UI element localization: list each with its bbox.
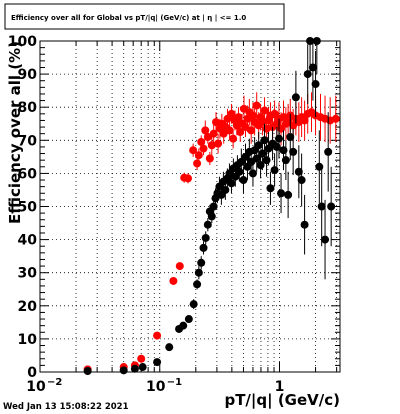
data-point: [297, 176, 306, 185]
data-point: [286, 132, 295, 141]
data-points: [83, 37, 340, 376]
data-point: [294, 167, 303, 176]
data-point: [306, 37, 315, 45]
data-point: [207, 212, 216, 221]
data-point: [184, 315, 193, 324]
data-point: [321, 235, 330, 244]
data-point: [281, 156, 290, 165]
data-point: [189, 300, 198, 309]
data-point: [308, 63, 317, 72]
x-axis-title: pT/|q| (GeV/c): [224, 391, 340, 410]
data-point: [270, 166, 279, 175]
data-point: [214, 139, 223, 148]
data-point: [193, 159, 202, 168]
data-point: [189, 146, 198, 155]
data-point: [199, 243, 208, 252]
data-point: [138, 363, 147, 372]
data-point: [169, 276, 178, 285]
data-point: [247, 126, 256, 135]
data-point: [235, 167, 244, 176]
data-point: [234, 113, 243, 122]
data-point: [284, 190, 293, 199]
data-point: [229, 134, 238, 143]
data-point: [193, 280, 202, 289]
data-point: [260, 106, 269, 115]
x-tick-label: 10: [146, 379, 166, 395]
data-point: [203, 220, 212, 229]
y-tick-label: 90: [18, 67, 38, 83]
data-point: [194, 268, 203, 277]
data-point: [137, 354, 146, 363]
data-point: [225, 126, 234, 135]
chart-title: Efficiency over all for Global vs pT/|q|…: [11, 14, 246, 23]
y-tick-label: 0: [27, 365, 37, 381]
data-point: [205, 154, 214, 163]
data-point: [274, 134, 283, 143]
data-point: [179, 321, 188, 330]
data-point: [277, 189, 286, 198]
data-point: [197, 258, 206, 267]
data-point: [227, 109, 236, 118]
data-point: [327, 202, 336, 211]
x-tick-exponent: −2: [47, 377, 62, 388]
y-tick-label: 10: [18, 332, 38, 348]
data-point: [153, 331, 162, 340]
data-point: [199, 144, 208, 153]
data-point: [83, 367, 92, 376]
data-point: [239, 176, 248, 185]
y-tick-label: 100: [8, 34, 37, 50]
data-point: [201, 126, 210, 135]
y-axis-title: Efficiency over all (%): [6, 41, 24, 224]
data-point: [130, 364, 139, 373]
data-point: [260, 136, 269, 145]
data-point: [291, 93, 300, 102]
data-point: [266, 184, 275, 193]
data-point: [312, 37, 321, 45]
y-tick-label: 70: [18, 133, 38, 149]
data-point: [221, 185, 230, 194]
x-tick-label: 10: [26, 379, 46, 395]
data-point: [311, 80, 320, 89]
data-point: [209, 202, 218, 211]
y-tick-label: 20: [18, 299, 38, 315]
data-point: [252, 101, 261, 110]
data-point: [317, 202, 326, 211]
data-point: [324, 147, 333, 156]
x-tick-exponent: −1: [167, 377, 182, 388]
x-tick-label: 1: [275, 379, 285, 395]
data-point: [254, 141, 263, 150]
data-point: [248, 169, 257, 178]
series-1: [83, 37, 336, 376]
data-point: [262, 156, 271, 165]
data-point: [201, 233, 210, 242]
timestamp: Wed Jan 13 15:08:22 2021: [3, 402, 129, 412]
y-tick-label: 80: [18, 100, 38, 116]
data-point: [331, 114, 340, 123]
data-point: [153, 358, 162, 367]
data-point: [289, 147, 298, 156]
y-tick-label: 50: [18, 200, 38, 216]
data-point: [175, 262, 184, 271]
title-box: [4, 3, 285, 30]
data-point: [165, 343, 174, 352]
data-point: [183, 174, 192, 183]
data-point: [300, 220, 309, 229]
data-point: [194, 151, 203, 160]
data-point: [119, 366, 128, 375]
y-tick-label: 60: [18, 166, 38, 182]
data-point: [203, 132, 212, 141]
y-tick-label: 40: [18, 233, 38, 249]
data-point: [300, 116, 309, 125]
data-point: [227, 179, 236, 188]
y-tick-label: 30: [18, 266, 38, 282]
